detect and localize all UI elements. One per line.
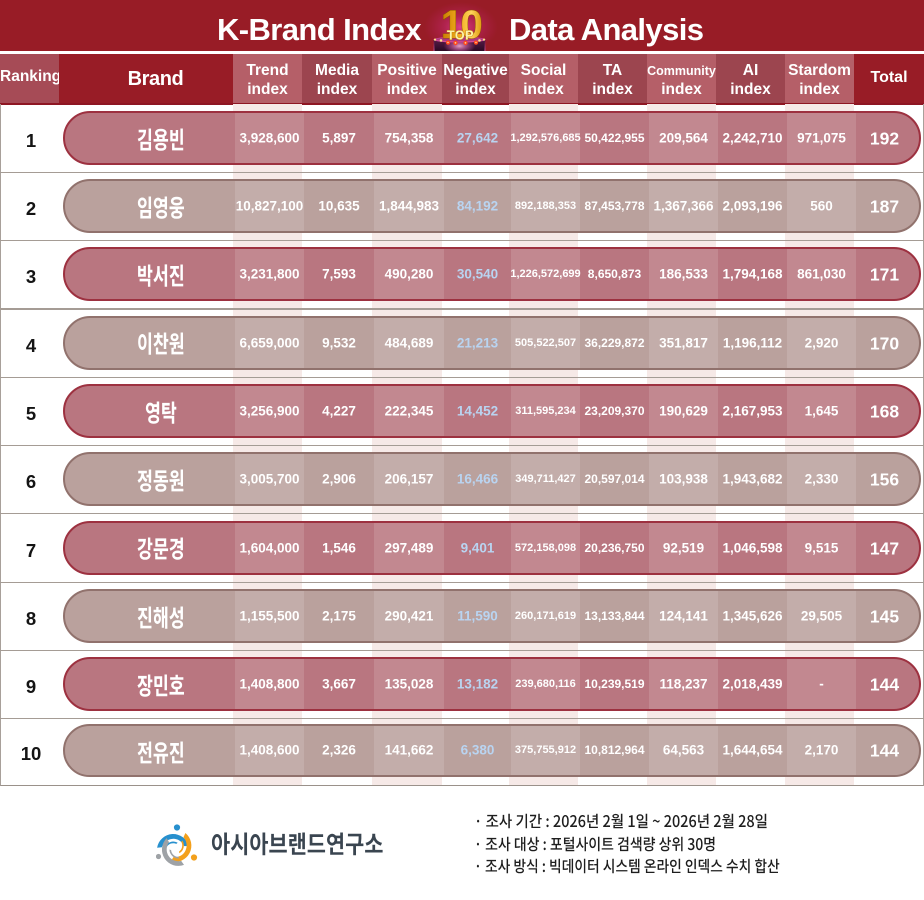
svg-text:TOP: TOP bbox=[447, 28, 474, 42]
svg-text:10: 10 bbox=[441, 3, 482, 47]
